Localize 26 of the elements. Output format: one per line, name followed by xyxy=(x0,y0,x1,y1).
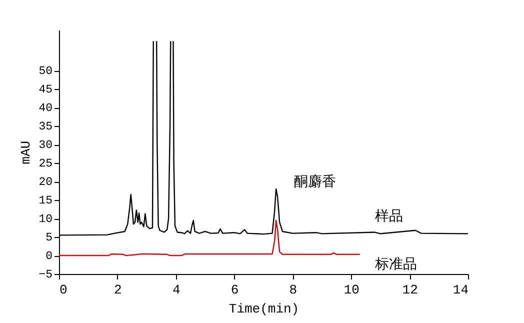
y-tick-label: 45 xyxy=(38,84,53,97)
y-tick-label: 30 xyxy=(38,139,53,152)
y-tick-label: −5 xyxy=(38,268,53,282)
series-label: 标准品 xyxy=(374,255,418,272)
y-tick-label: 0 xyxy=(46,250,53,264)
y-tick-label: 15 xyxy=(38,194,53,208)
x-tick-label: 10 xyxy=(344,282,360,298)
line-series xyxy=(59,220,361,256)
y-tick-label: 5 xyxy=(46,232,53,245)
x-tick-label: 8 xyxy=(289,282,298,298)
y-tick-label: 40 xyxy=(38,102,53,116)
y-tick-label: 50 xyxy=(38,65,53,78)
x-tick-label: 14 xyxy=(452,282,469,298)
x-tick-label: 2 xyxy=(114,282,122,298)
x-tick-label: 6 xyxy=(230,282,239,298)
annotation: 酮麝香 xyxy=(294,172,336,189)
y-tick-label: 25 xyxy=(38,158,53,171)
y-axis-title: mAU xyxy=(18,140,34,164)
x-tick-label: 0 xyxy=(60,282,68,298)
y-tick-label: 35 xyxy=(38,120,53,134)
series-label: 样品 xyxy=(375,208,404,224)
y-tick-label: 10 xyxy=(38,213,53,226)
x-tick-label: 12 xyxy=(402,282,418,298)
x-tick-label: 4 xyxy=(172,282,180,298)
x-axis-title: Time(min) xyxy=(228,302,300,316)
y-tick-label: 20 xyxy=(38,176,53,190)
